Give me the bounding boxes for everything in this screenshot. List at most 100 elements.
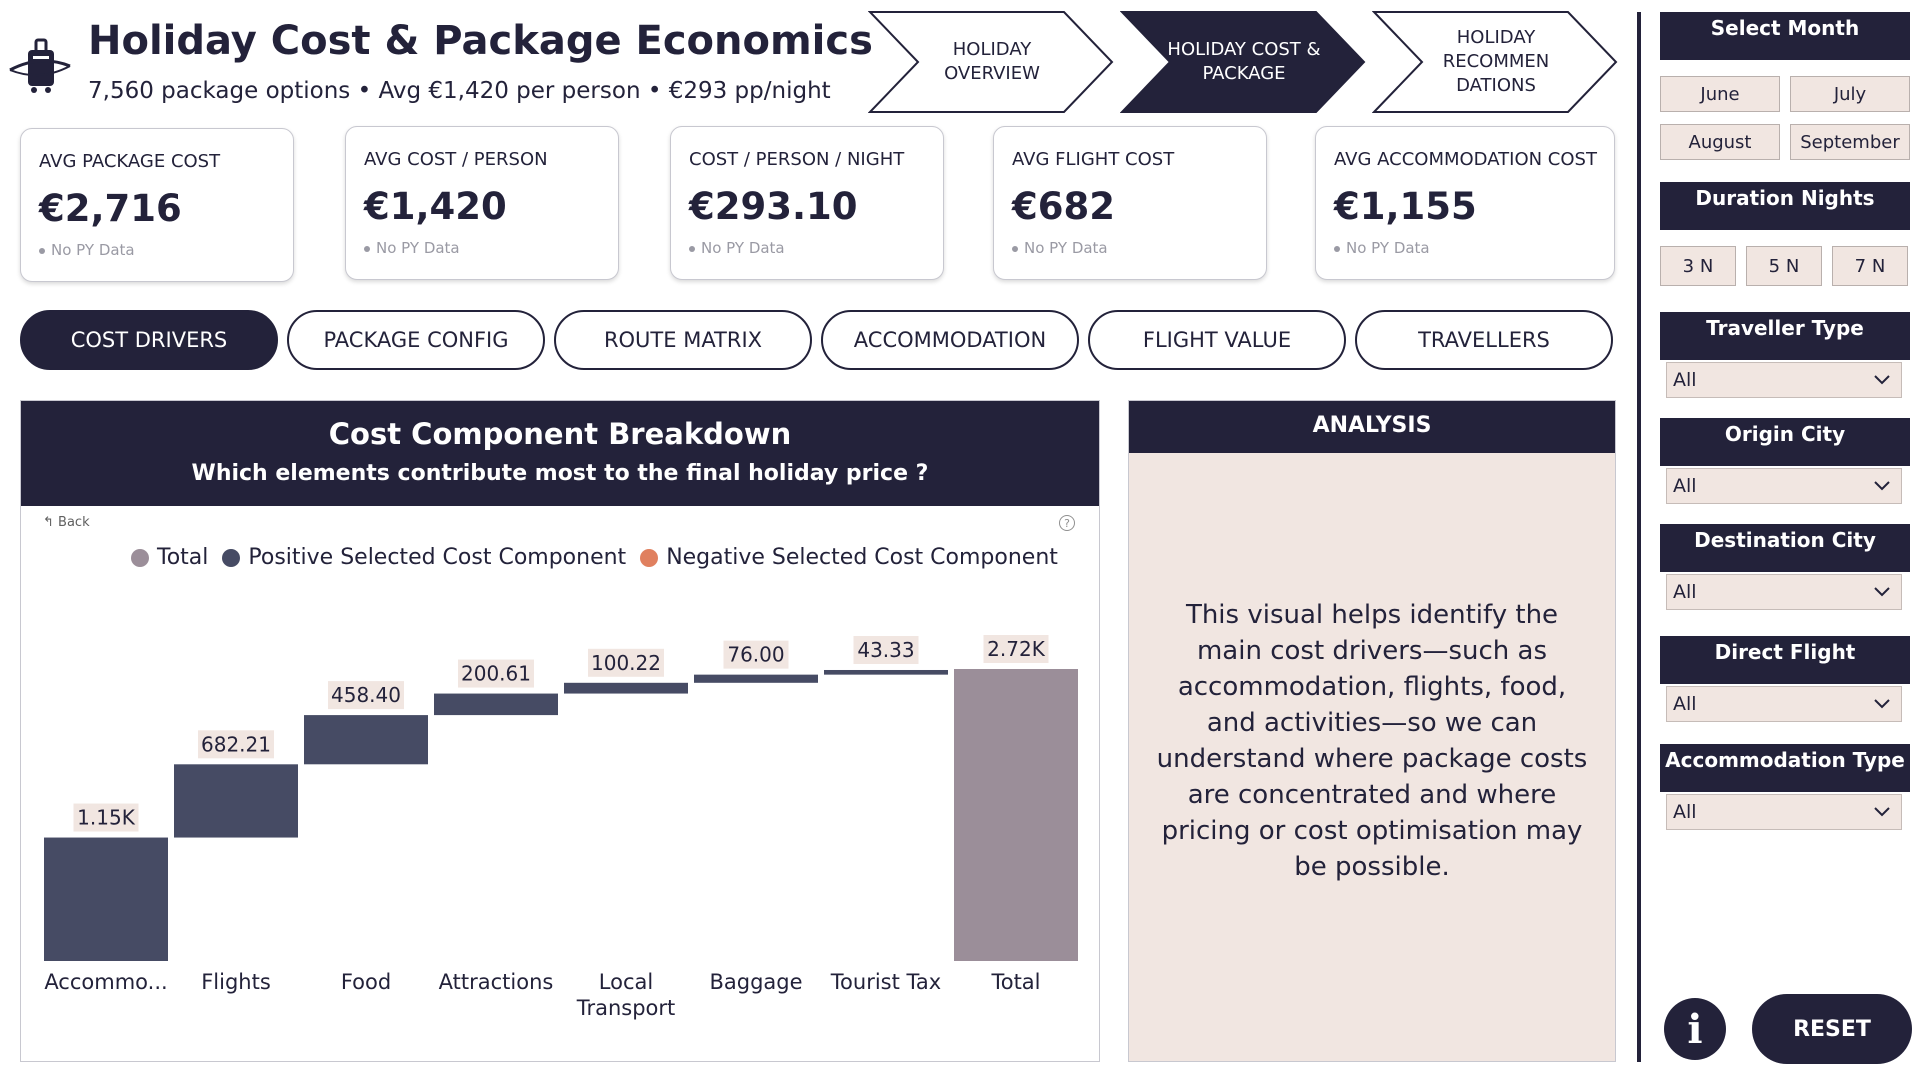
legend-swatch xyxy=(222,548,241,567)
waterfall-bar[interactable] xyxy=(434,693,558,716)
tab-package-config[interactable]: PACKAGE CONFIG xyxy=(287,310,545,370)
data-label-background xyxy=(723,640,789,669)
direct-flight-select[interactable]: All xyxy=(1666,686,1902,722)
origin-city-select[interactable]: All xyxy=(1666,468,1902,504)
chart-title: Cost Component Breakdown xyxy=(328,417,792,451)
waterfall-chart: 1.15K Accommo... 682.21 Flights 458.40 Food 20… xyxy=(44,635,1078,1020)
data-label: 682.21 xyxy=(201,732,271,756)
data-label-background xyxy=(328,681,404,710)
nav-holiday-cost-package[interactable]: HOLIDAY COST & PACKAGE xyxy=(1120,10,1368,114)
legend-item-positive: Positive Selected Cost Component xyxy=(222,545,626,570)
reset-button[interactable]: RESET xyxy=(1752,994,1912,1064)
back-arrow-icon: ↰ xyxy=(43,515,59,530)
tab-travellers[interactable]: TRAVELLERS xyxy=(1355,310,1613,370)
kpi-label: AVG FLIGHT COST xyxy=(1012,149,1175,170)
filter-title-destination-city: Destination City xyxy=(1660,524,1910,572)
month-september-button[interactable]: September xyxy=(1790,124,1910,160)
category-label: Baggage xyxy=(709,970,802,994)
analysis-title: ANALYSIS xyxy=(1129,401,1615,453)
data-label: 43.33 xyxy=(857,638,914,662)
data-label-background xyxy=(458,659,534,688)
chevron-down-icon xyxy=(1874,375,1890,385)
traveller-type-select[interactable]: All xyxy=(1666,362,1902,398)
category-label: Transport xyxy=(576,996,676,1020)
chart-legend: Total Positive Selected Cost Component N… xyxy=(131,545,1072,570)
category-label: Local xyxy=(599,970,653,994)
kpi-avg-flight-cost: AVG FLIGHT COST €682 No PY Data xyxy=(993,126,1267,280)
legend-swatch xyxy=(640,548,659,567)
data-label: 100.22 xyxy=(591,651,661,675)
tab-accommodation[interactable]: ACCOMMODATION xyxy=(821,310,1079,370)
kpi-label: AVG COST / PERSON xyxy=(364,149,548,170)
tab-route-matrix[interactable]: ROUTE MATRIX xyxy=(554,310,812,370)
waterfall-bar[interactable] xyxy=(954,669,1078,961)
legend-item-negative: Negative Selected Cost Component xyxy=(640,545,1058,570)
kpi-footnote: No PY Data xyxy=(1012,239,1108,257)
waterfall-bar[interactable] xyxy=(564,682,688,694)
data-label-background xyxy=(73,803,139,832)
legend-item-total: Total xyxy=(131,545,208,570)
data-label: 458.40 xyxy=(331,683,401,707)
chevron-down-icon xyxy=(1874,699,1890,709)
nav-label: HOLIDAY COST & PACKAGE xyxy=(1167,39,1321,84)
waterfall-bar[interactable] xyxy=(824,669,948,675)
category-label: Total xyxy=(990,970,1040,994)
data-label-background xyxy=(198,730,274,759)
kpi-footnote: No PY Data xyxy=(689,239,785,257)
info-button[interactable]: i xyxy=(1664,998,1726,1060)
kpi-avg-cost-person: AVG COST / PERSON €1,420 No PY Data xyxy=(345,126,619,280)
duration-3n-button[interactable]: 3 N xyxy=(1660,246,1736,286)
help-icon[interactable]: ? xyxy=(1059,515,1075,531)
nav-holiday-recommendations[interactable]: HOLIDAY RECOMMEN DATIONS xyxy=(1372,10,1620,114)
page-title: Holiday Cost & Package Economics xyxy=(88,18,873,64)
kpi-label: AVG PACKAGE COST xyxy=(39,151,221,172)
data-label-background xyxy=(588,648,664,677)
filter-title-direct-flight: Direct Flight xyxy=(1660,636,1910,684)
nav-label: HOLIDAY OVERVIEW xyxy=(944,39,1040,84)
kpi-value: €1,155 xyxy=(1334,185,1477,228)
data-label: 200.61 xyxy=(461,662,531,686)
analysis-panel: ANALYSIS This visual helps identify the … xyxy=(1128,400,1616,1062)
month-august-button[interactable]: August xyxy=(1660,124,1780,160)
kpi-value: €293.10 xyxy=(689,185,858,228)
back-button[interactable]: ↰ Back xyxy=(43,515,90,530)
duration-7n-button[interactable]: 7 N xyxy=(1832,246,1908,286)
destination-city-select[interactable]: All xyxy=(1666,574,1902,610)
waterfall-bar[interactable] xyxy=(174,764,298,838)
category-label: Food xyxy=(341,970,391,994)
accommodation-type-select[interactable]: All xyxy=(1666,794,1902,830)
tab-flight-value[interactable]: FLIGHT VALUE xyxy=(1088,310,1346,370)
chart-header: Cost Component Breakdown Which elements … xyxy=(21,401,1099,506)
pane-divider xyxy=(1637,12,1641,1062)
cost-breakdown-panel: Cost Component Breakdown Which elements … xyxy=(20,400,1100,1062)
kpi-value: €1,420 xyxy=(364,185,507,228)
nav-holiday-overview[interactable]: HOLIDAY OVERVIEW xyxy=(868,10,1116,114)
chevron-down-icon xyxy=(1874,481,1890,491)
kpi-value: €682 xyxy=(1012,185,1115,228)
tab-cost-drivers[interactable]: COST DRIVERS xyxy=(20,310,278,370)
legend-swatch xyxy=(131,548,149,567)
duration-5n-button[interactable]: 5 N xyxy=(1746,246,1822,286)
category-label: Tourist Tax xyxy=(830,970,941,994)
waterfall-bar[interactable] xyxy=(304,715,428,765)
kpi-value: €2,716 xyxy=(39,187,182,230)
kpi-avg-accommodation-cost: AVG ACCOMMODATION COST €1,155 No PY Data xyxy=(1315,126,1615,280)
category-label: Accommo... xyxy=(44,970,167,994)
kpi-avg-package-cost: AVG PACKAGE COST €2,716 No PY Data xyxy=(20,128,294,282)
filter-title-origin-city: Origin City xyxy=(1660,418,1910,466)
chevron-down-icon xyxy=(1874,807,1890,817)
waterfall-bar[interactable] xyxy=(694,674,818,683)
category-label: Flights xyxy=(201,970,271,994)
analysis-text: This visual helps identify the main cost… xyxy=(1156,600,1588,882)
waterfall-bar[interactable] xyxy=(44,837,168,961)
data-label: 1.15K xyxy=(77,806,136,830)
kpi-label: AVG ACCOMMODATION COST xyxy=(1334,149,1597,170)
data-label: 76.00 xyxy=(727,643,784,667)
month-june-button[interactable]: June xyxy=(1660,76,1780,112)
kpi-cost-person-night: COST / PERSON / NIGHT €293.10 No PY Data xyxy=(670,126,944,280)
month-july-button[interactable]: July xyxy=(1790,76,1910,112)
luggage-plane-icon xyxy=(4,26,76,98)
kpi-label: COST / PERSON / NIGHT xyxy=(689,149,905,170)
data-label-background xyxy=(983,635,1049,663)
